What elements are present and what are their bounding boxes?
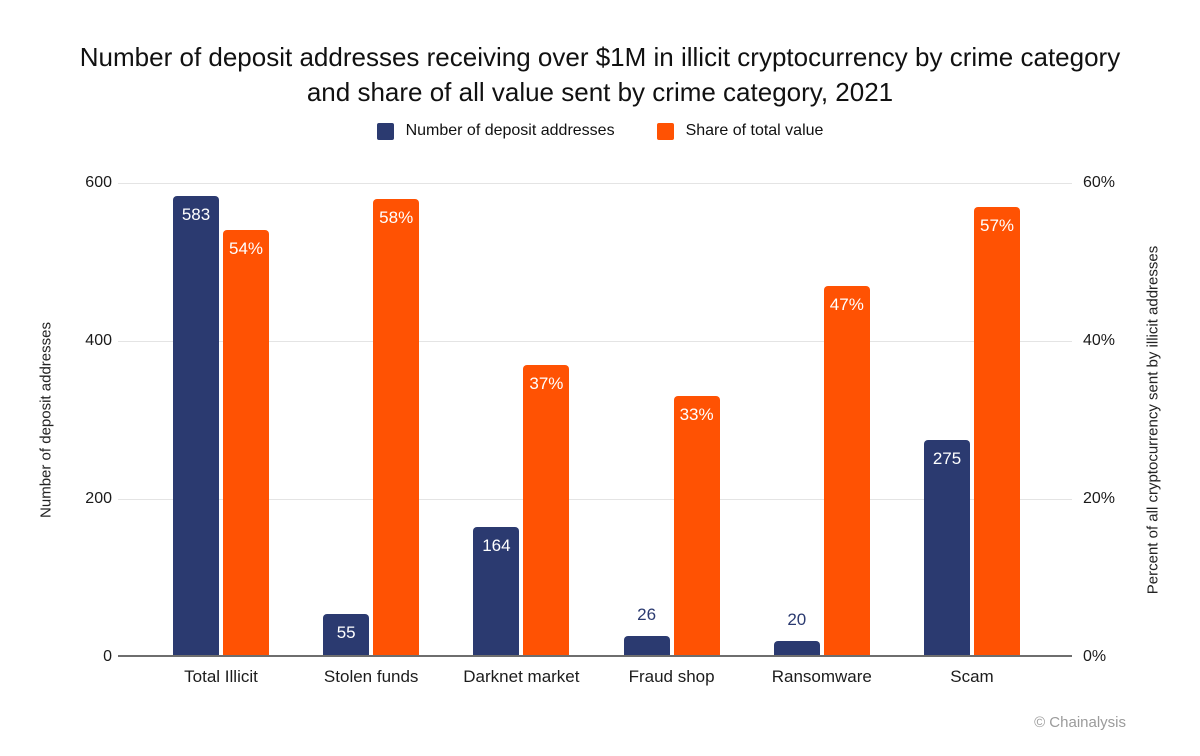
gridline: [118, 182, 1072, 184]
right-axis-title: Percent of all cryptocurrency sent by il…: [1144, 245, 1162, 595]
category-label: Scam: [950, 667, 994, 686]
right-axis-tick-label: 0%: [1083, 648, 1107, 665]
bar-share-of-value: [223, 230, 269, 657]
bar-deposit-addresses: [623, 636, 670, 657]
legend-label: Share of total value: [685, 122, 824, 139]
x-axis-baseline: [118, 655, 1072, 657]
left-axis-tick-label: 0: [103, 648, 112, 665]
left-axis-title: Number of deposit addresses: [37, 322, 55, 518]
category-label: Fraud shop: [628, 667, 715, 686]
bar-value-label: 583: [181, 205, 211, 225]
legend-item-share-of-value: Share of total value: [656, 122, 824, 140]
category-label: Ransomware: [771, 667, 872, 686]
bar-value-label: 57%: [979, 215, 1015, 235]
legend: Number of deposit addresses Share of tot…: [0, 122, 1200, 140]
chainalysis-credit: © Chainalysis: [1034, 714, 1126, 731]
bar-share-of-value: [373, 198, 420, 657]
bar-deposit-addresses: [323, 613, 370, 657]
bar-value-label: 54%: [228, 239, 264, 259]
bar-value-label: 275: [932, 448, 962, 468]
category-label: Total Illicit: [184, 667, 258, 686]
bar-value-label: 164: [482, 536, 511, 556]
category-label: Darknet market: [463, 667, 580, 686]
bar-value-label: 20: [787, 610, 807, 630]
bar-value-label: 26: [637, 605, 657, 625]
legend-swatch-orange-icon: [656, 122, 674, 140]
bar-share-of-value: [823, 285, 870, 657]
chart-title: Number of deposit addresses receiving ov…: [79, 42, 1121, 108]
legend-label: Number of deposit addresses: [405, 122, 615, 139]
bar-share-of-value: [974, 206, 1020, 657]
category-label: Stolen funds: [323, 667, 419, 686]
bar-deposit-addresses: [473, 527, 520, 657]
gridline: [118, 340, 1072, 342]
bar-deposit-addresses: [924, 439, 970, 657]
legend-swatch-navy-icon: [376, 122, 394, 140]
right-axis-tick-label: 40%: [1083, 332, 1116, 349]
bar-value-label: 58%: [379, 207, 414, 227]
bar-share-of-value: [673, 396, 720, 657]
bar-value-label: 55: [336, 622, 356, 642]
left-axis-tick-label: 200: [85, 490, 112, 507]
bar-deposit-addresses: [773, 641, 820, 657]
gridline: [118, 498, 1072, 500]
right-axis-tick-label: 20%: [1083, 490, 1116, 507]
bar-value-label: 37%: [529, 373, 564, 393]
bar-share-of-value: [523, 364, 570, 657]
bar-value-label: 47%: [829, 294, 864, 314]
bar-deposit-addresses: [173, 196, 219, 657]
left-axis-tick-label: 600: [85, 174, 112, 191]
bar-value-label: 33%: [679, 405, 714, 425]
left-axis-tick-label: 400: [85, 332, 112, 349]
right-axis-tick-label: 60%: [1083, 174, 1116, 191]
legend-item-deposit-addresses: Number of deposit addresses: [376, 122, 615, 140]
